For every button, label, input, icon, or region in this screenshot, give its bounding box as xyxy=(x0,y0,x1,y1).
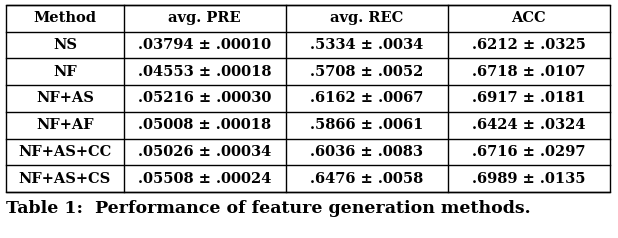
Text: .05026 ± .00034: .05026 ± .00034 xyxy=(138,145,271,159)
Text: .5708 ± .0052: .5708 ± .0052 xyxy=(310,65,423,79)
Text: .05508 ± .00024: .05508 ± .00024 xyxy=(138,172,271,186)
Text: NS: NS xyxy=(53,38,77,52)
Text: .04553 ± .00018: .04553 ± .00018 xyxy=(138,65,271,79)
Text: .6917 ± .0181: .6917 ± .0181 xyxy=(472,91,586,105)
Text: .05008 ± .00018: .05008 ± .00018 xyxy=(138,118,271,132)
Text: avg. PRE: avg. PRE xyxy=(168,11,241,25)
Text: NF: NF xyxy=(53,65,77,79)
Text: .6716 ± .0297: .6716 ± .0297 xyxy=(472,145,585,159)
Text: .5334 ± .0034: .5334 ± .0034 xyxy=(310,38,423,52)
Bar xyxy=(6,5,610,192)
Text: NF+AS+CS: NF+AS+CS xyxy=(19,172,111,186)
Text: .03794 ± .00010: .03794 ± .00010 xyxy=(138,38,271,52)
Text: .6036 ± .0083: .6036 ± .0083 xyxy=(310,145,423,159)
Text: .5866 ± .0061: .5866 ± .0061 xyxy=(310,118,423,132)
Text: avg. REC: avg. REC xyxy=(330,11,403,25)
Text: .6162 ± .0067: .6162 ± .0067 xyxy=(310,91,423,105)
Text: Table 1:  Performance of feature generation methods.: Table 1: Performance of feature generati… xyxy=(6,200,531,217)
Text: .6718 ± .0107: .6718 ± .0107 xyxy=(472,65,585,79)
Text: .6424 ± .0324: .6424 ± .0324 xyxy=(472,118,585,132)
Text: .6476 ± .0058: .6476 ± .0058 xyxy=(310,172,423,186)
Text: .6989 ± .0135: .6989 ± .0135 xyxy=(472,172,585,186)
Text: NF+AS: NF+AS xyxy=(36,91,94,105)
Text: .6212 ± .0325: .6212 ± .0325 xyxy=(472,38,586,52)
Text: NF+AS+CC: NF+AS+CC xyxy=(19,145,111,159)
Text: Method: Method xyxy=(33,11,96,25)
Text: .05216 ± .00030: .05216 ± .00030 xyxy=(138,91,271,105)
Text: NF+AF: NF+AF xyxy=(36,118,94,132)
Text: ACC: ACC xyxy=(512,11,546,25)
